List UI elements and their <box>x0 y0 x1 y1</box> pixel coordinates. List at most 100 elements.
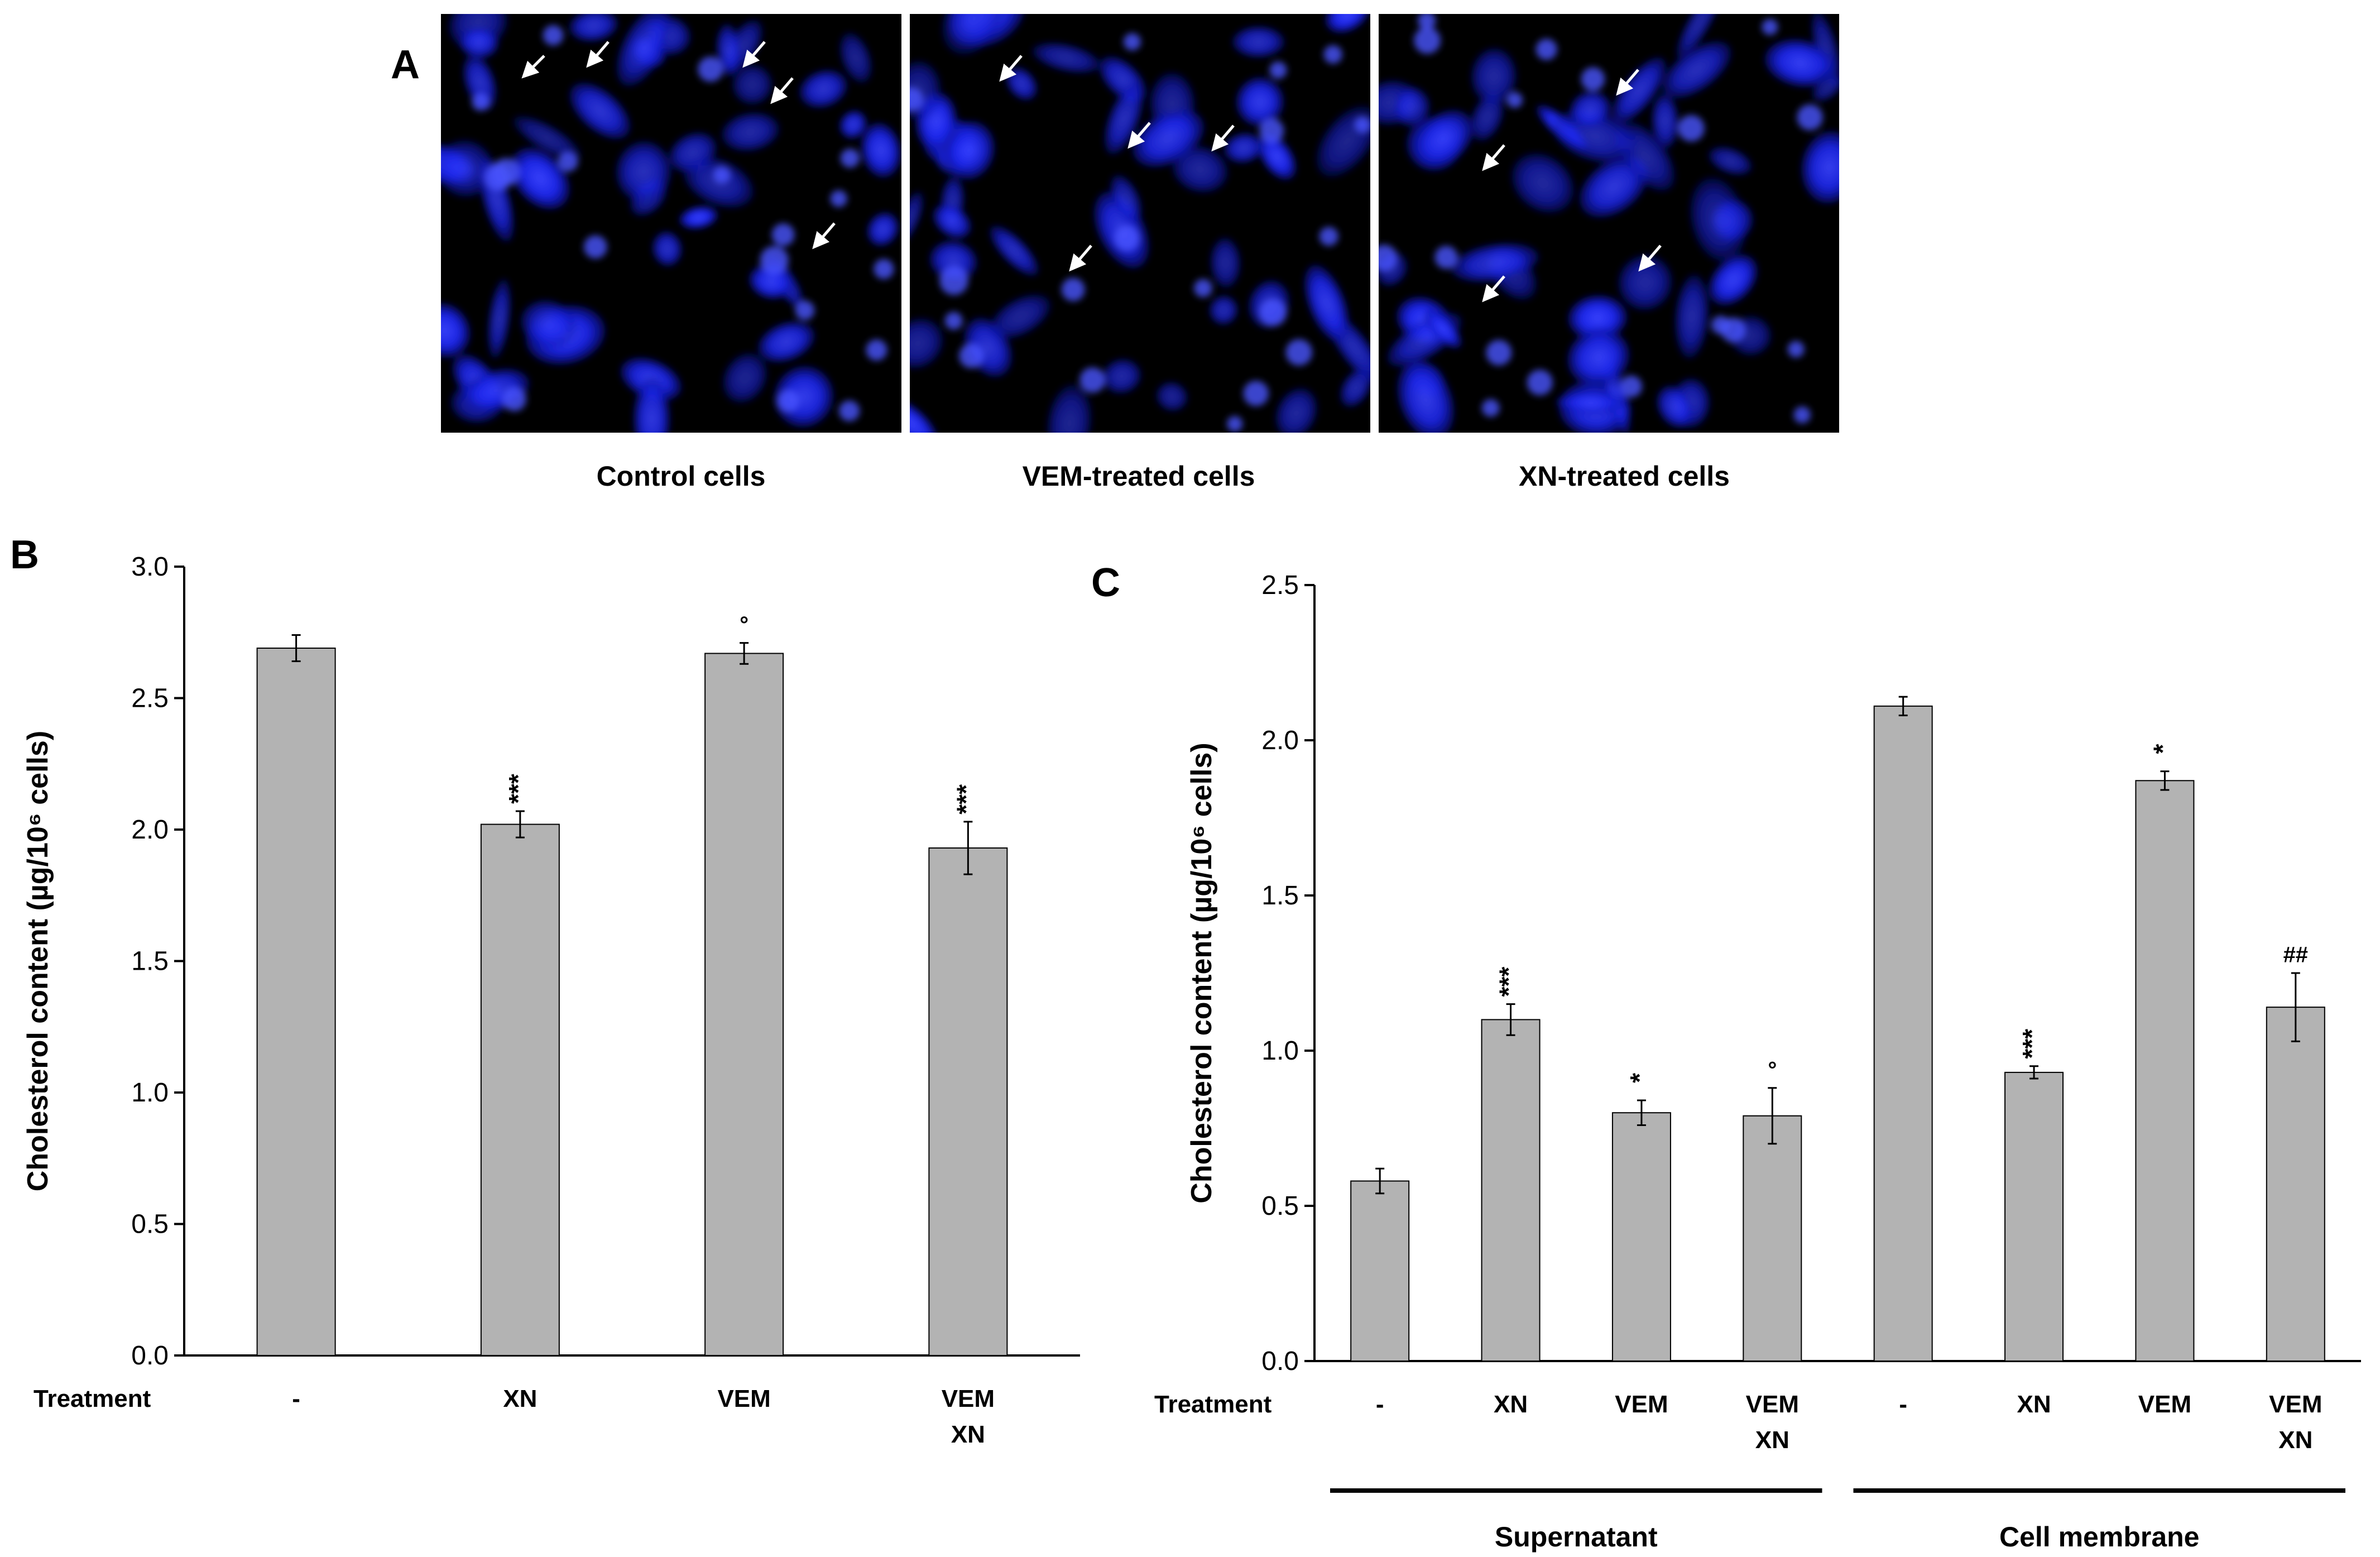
cell-blob <box>1451 243 1539 282</box>
cell-blob <box>942 14 1001 55</box>
cell-blob <box>1674 274 1709 359</box>
caption-xn-treated-cells: XN-treated cells <box>1519 461 1730 492</box>
nucleus <box>584 235 607 259</box>
panel-a-letter: A <box>391 42 420 87</box>
cell-blob <box>1568 295 1627 341</box>
cell-blob <box>513 116 581 160</box>
bar <box>1743 1115 1802 1362</box>
cell-blob <box>679 206 718 229</box>
cell-blob <box>1676 14 1722 60</box>
micrograph-panel <box>1379 14 1839 433</box>
nucleus <box>874 258 894 279</box>
arrow-marker <box>999 55 1023 82</box>
nucleus <box>866 339 887 361</box>
cell-blob <box>1413 109 1474 167</box>
cell-blob <box>1210 237 1241 289</box>
cell-blob <box>652 231 683 266</box>
significance-label: *** <box>1494 967 1523 997</box>
cell-blob <box>1209 295 1238 325</box>
nucleus <box>1259 118 1284 143</box>
cell-blob <box>749 264 793 299</box>
nucleus <box>492 158 520 186</box>
cell-blob <box>1110 175 1142 223</box>
category-label: VEM <box>2269 1391 2322 1418</box>
cell-blob <box>1258 133 1296 180</box>
cell-blob <box>1765 39 1836 87</box>
arrow-marker <box>521 55 545 79</box>
nucleus <box>771 223 795 246</box>
micrograph-panels <box>441 14 1839 433</box>
cell-blob <box>1340 368 1370 408</box>
y-axis-label: Cholesterol content (µg/10⁶ cells) <box>1186 742 1218 1203</box>
cell-blob <box>520 300 576 348</box>
cell-blob <box>569 14 618 42</box>
cell-blob <box>1570 90 1611 128</box>
y-tick-label: 0.5 <box>131 1210 169 1239</box>
cell-blob <box>1325 14 1370 33</box>
nucleus <box>558 151 578 172</box>
category-label: XN <box>503 1385 537 1412</box>
bar <box>1481 1019 1541 1362</box>
nucleus <box>1581 67 1605 91</box>
y-tick-label: 0.5 <box>1261 1191 1299 1221</box>
caption-vem-treated-cells: VEM-treated cells <box>1023 461 1255 492</box>
nucleus <box>839 400 860 421</box>
y-tick-label: 1.5 <box>131 947 169 976</box>
nucleus <box>1797 104 1823 131</box>
cell-blob <box>1657 385 1693 428</box>
category-label: VEM <box>717 1385 770 1412</box>
cell-blob <box>721 112 780 152</box>
nucleus <box>760 246 789 275</box>
nucleus <box>1323 45 1342 64</box>
arrow-marker <box>812 222 836 250</box>
cell-blob <box>716 23 741 76</box>
nucleus <box>1536 39 1557 60</box>
category-label: XN <box>2017 1391 2051 1418</box>
cell-blob <box>1156 381 1188 411</box>
cell-blob <box>634 377 670 433</box>
cell-blob <box>1236 77 1284 127</box>
nucleus <box>1787 341 1805 358</box>
cell-blob <box>1470 93 1504 142</box>
bar <box>1873 705 1933 1362</box>
nucleus <box>1227 416 1243 432</box>
category-label: - <box>1376 1391 1384 1418</box>
y-tick-label: 1.0 <box>1261 1036 1299 1066</box>
nucleus <box>1527 370 1553 396</box>
nucleus <box>840 148 860 168</box>
cell-blob <box>944 121 995 180</box>
nucleus <box>1379 245 1398 271</box>
bar <box>480 823 560 1356</box>
significance-label: ° <box>740 612 748 637</box>
y-tick-label: 1.5 <box>1261 881 1299 911</box>
caption-control-cells: Control cells <box>597 461 766 492</box>
y-tick-label: 2.5 <box>1261 571 1299 600</box>
cell-blob <box>861 123 901 178</box>
cell-blob <box>933 204 971 239</box>
significance-label: *** <box>2017 1029 2046 1059</box>
cell-blob <box>732 64 773 105</box>
chart-c: 0.0 0.5 1.0 1.5 2.0 2.5 Cholesterol content (µ… <box>1154 571 2361 1553</box>
cell-blob <box>929 240 977 281</box>
cell-blob <box>1232 26 1285 58</box>
cell-blob <box>441 303 471 358</box>
cell-blob <box>1047 384 1092 433</box>
cell-blob <box>616 141 671 203</box>
panel-b-letter: B <box>10 533 39 577</box>
cell-blob <box>1032 42 1101 74</box>
category-label: XN <box>1755 1426 1789 1454</box>
arrow-marker <box>1616 69 1639 96</box>
nucleus <box>1414 27 1441 54</box>
cell-blob <box>1709 255 1758 305</box>
nucleus <box>1620 375 1643 397</box>
cell-blob <box>1223 133 1264 163</box>
arrow-marker <box>1638 245 1662 272</box>
y-axis-label: Cholesterol content (µg/10⁶ cells) <box>22 731 54 1191</box>
cell-blob <box>867 212 899 246</box>
cell-blob <box>1102 358 1141 394</box>
cell-blob <box>1104 83 1144 155</box>
bar <box>1611 1112 1671 1362</box>
cell-blob <box>910 191 924 245</box>
cell-blob <box>758 321 815 362</box>
cell-blob <box>1275 387 1318 433</box>
